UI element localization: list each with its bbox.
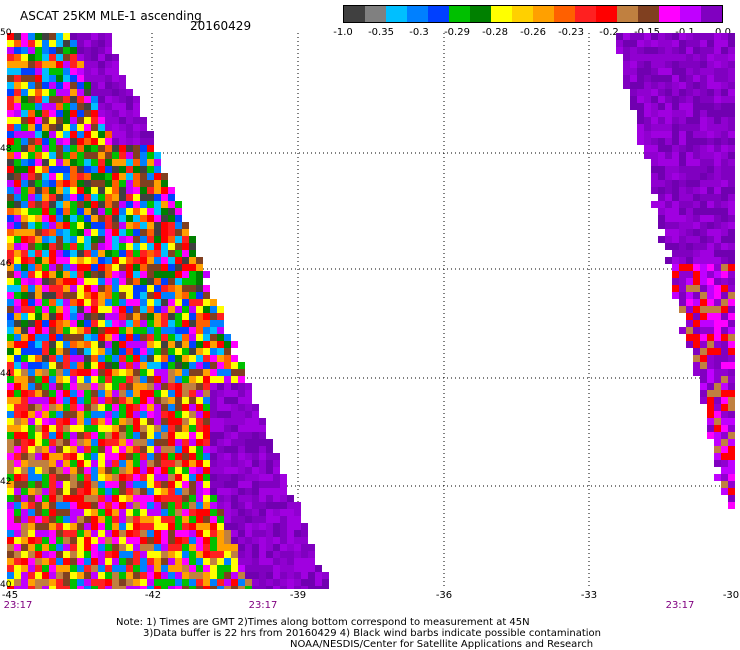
colorbar-label: -0.35 [368, 27, 394, 38]
colorbar-segment [407, 6, 428, 22]
colorbar-label: -0.15 [634, 27, 660, 38]
colorbar-segment [386, 6, 407, 22]
note-line-2: 3)Data buffer is 22 hrs from 20160429 4)… [143, 628, 601, 639]
colorbar-segment [491, 6, 512, 22]
colorbar-label: -0.28 [482, 27, 508, 38]
colorbar-segment [680, 6, 701, 22]
note-line-3: NOAA/NESDIS/Center for Satellite Applica… [290, 639, 594, 650]
colorbar [343, 5, 723, 23]
colorbar-segment [533, 6, 554, 22]
colorbar-label: -0.23 [558, 27, 584, 38]
colorbar-segment [617, 6, 638, 22]
colorbar-segment [659, 6, 680, 22]
colorbar-label: -0.1 [675, 27, 695, 38]
colorbar-label: -0.3 [409, 27, 429, 38]
lat-label-50: 50 [0, 28, 12, 38]
lat-label-48: 48 [0, 144, 12, 154]
lon-label-36: -36 [435, 590, 453, 601]
note-line-1: Note: 1) Times are GMT 2)Times along bot… [116, 617, 530, 628]
lat-label-44: 44 [0, 369, 12, 379]
lon-label-42: -42 [144, 590, 162, 601]
lon-label-33: -33 [580, 590, 598, 601]
colorbar-label: -0.2 [599, 27, 619, 38]
colorbar-segment [596, 6, 617, 22]
colorbar-segment [554, 6, 575, 22]
colorbar-segment [512, 6, 533, 22]
lat-label-46: 46 [0, 259, 12, 269]
colorbar-segment [575, 6, 596, 22]
time-label-left: 23:17 [3, 600, 33, 611]
swath-map [7, 33, 735, 589]
colorbar-label: -0.29 [444, 27, 470, 38]
map-date: 20160429 [190, 19, 252, 33]
colorbar-segment [365, 6, 386, 22]
map-plot [7, 33, 735, 589]
colorbar-segment [701, 6, 722, 22]
lon-label-39: -39 [289, 590, 307, 601]
colorbar-segment [428, 6, 449, 22]
lon-label-45: -45 [1, 590, 19, 601]
time-label-middle: 23:17 [248, 600, 278, 611]
colorbar-segment [638, 6, 659, 22]
lat-label-42: 42 [0, 477, 12, 487]
colorbar-label: 0.0 [715, 27, 731, 38]
colorbar-segment [470, 6, 491, 22]
colorbar-label: -1.0 [333, 27, 353, 38]
map-title: ASCAT 25KM MLE-1 ascending [20, 9, 202, 23]
lat-label-40: 40 [0, 580, 12, 590]
colorbar-segment [449, 6, 470, 22]
time-label-right: 23:17 [665, 600, 695, 611]
colorbar-label: -0.26 [520, 27, 546, 38]
lon-label-30: -30 [722, 590, 740, 601]
colorbar-segment [344, 6, 365, 22]
